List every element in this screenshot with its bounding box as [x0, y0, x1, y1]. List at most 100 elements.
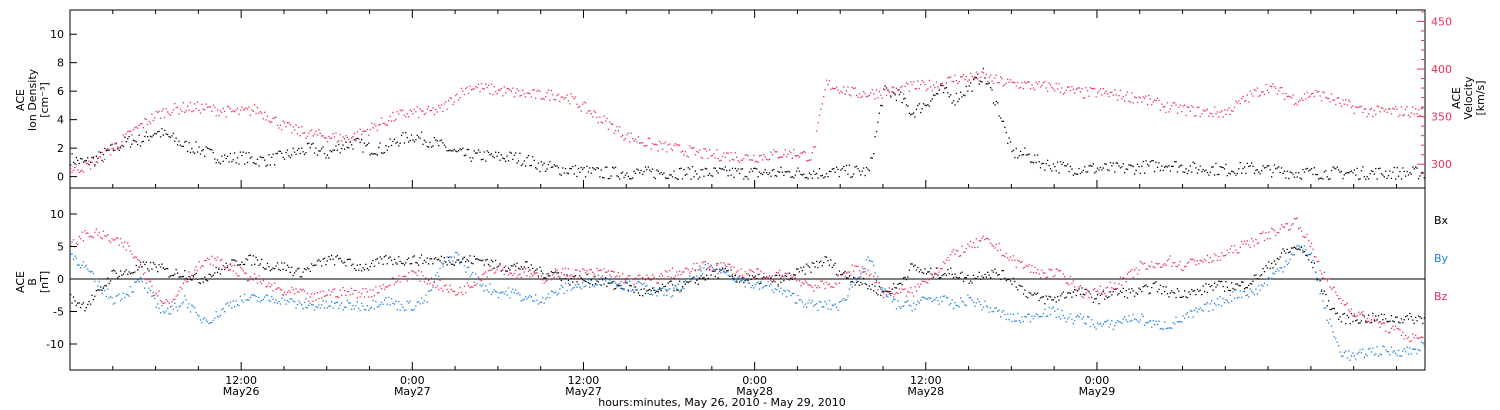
- velocity-series-point: [403, 114, 406, 116]
- bz-series-point: [161, 301, 163, 303]
- density-series-point: [502, 157, 504, 159]
- velocity-series-point: [268, 120, 270, 122]
- by-series-point: [1382, 345, 1384, 347]
- bz-series-point: [108, 240, 110, 242]
- by-series-point: [582, 282, 584, 284]
- bz-series-point: [211, 255, 213, 257]
- by-series-point: [402, 306, 404, 308]
- bx-series-point: [338, 258, 340, 260]
- by-series-point: [786, 296, 788, 298]
- velocity-series-point: [874, 98, 876, 100]
- by-series-point: [341, 302, 343, 304]
- by-series-point: [272, 298, 274, 300]
- by-series-point: [810, 302, 812, 304]
- velocity-series-point: [512, 87, 514, 89]
- bx-series-point: [1410, 315, 1412, 318]
- bx-series-point: [1228, 289, 1230, 291]
- density-series-point: [667, 177, 669, 179]
- velocity-series-point: [972, 77, 975, 79]
- velocity-series-point: [301, 126, 303, 128]
- density-series-point: [272, 153, 274, 155]
- bx-series-point: [198, 282, 200, 284]
- density-series-point: [864, 174, 866, 177]
- velocity-series-point: [863, 91, 865, 93]
- velocity-series-point: [137, 127, 139, 129]
- bz-series-point: [994, 247, 996, 249]
- bz-series-point: [853, 270, 855, 272]
- bz-series-point: [1146, 268, 1149, 270]
- bx-series-point: [455, 261, 457, 264]
- by-series-point: [868, 259, 870, 262]
- bz-series-point: [1268, 231, 1270, 233]
- bx-series-point: [854, 284, 856, 286]
- velocity-series-point: [888, 91, 890, 93]
- velocity-series-point: [1148, 94, 1150, 97]
- bz-series-point: [978, 240, 980, 242]
- density-series-point: [767, 173, 769, 176]
- bx-series-point: [325, 264, 327, 266]
- bx-series-point: [743, 281, 745, 284]
- bx-series-point: [540, 270, 542, 272]
- velocity-series-point: [806, 160, 808, 162]
- by-series-point: [910, 305, 912, 307]
- velocity-series-point: [465, 87, 467, 90]
- by-series-point: [860, 276, 862, 278]
- density-series-point: [991, 89, 993, 91]
- bx-series-point: [196, 278, 199, 280]
- legend-bx: Bx: [1434, 214, 1449, 227]
- by-series-point: [419, 303, 421, 305]
- bz-series-point: [928, 279, 930, 281]
- bz-series-point: [1209, 257, 1211, 259]
- bz-series-point: [753, 271, 755, 273]
- bx-series-point: [881, 291, 883, 293]
- velocity-series-point: [948, 76, 950, 79]
- bx-series-point: [811, 262, 813, 264]
- velocity-series-point: [1420, 107, 1422, 110]
- bx-series-point: [834, 262, 836, 265]
- density-series-point: [386, 149, 388, 151]
- density-series-point: [632, 177, 634, 179]
- bz-series-point: [681, 271, 684, 273]
- bz-series-point: [1263, 239, 1266, 242]
- velocity-series-point: [978, 80, 980, 82]
- bx-series-point: [255, 256, 257, 258]
- velocity-series-point: [336, 141, 338, 143]
- density-series-point: [787, 170, 789, 172]
- density-series-point: [492, 155, 494, 157]
- bz-series-point: [833, 286, 835, 289]
- velocity-series-point: [1263, 93, 1266, 96]
- by-series-point: [691, 277, 694, 279]
- by-series-point: [537, 303, 540, 305]
- density-series-point: [709, 172, 711, 175]
- bx-series-point: [129, 272, 132, 275]
- bz-series-point: [847, 271, 849, 273]
- by-series-point: [942, 295, 945, 297]
- by-series-point: [415, 305, 417, 307]
- velocity-series-point: [1363, 108, 1365, 110]
- bx-series-point: [187, 278, 189, 281]
- bz-series-point: [489, 269, 491, 271]
- bx-series-point: [1405, 316, 1407, 318]
- velocity-series-point: [880, 94, 882, 96]
- bz-series-point: [626, 277, 628, 279]
- bz-series-point: [640, 278, 642, 280]
- bx-series-point: [1329, 308, 1331, 311]
- by-series-point: [265, 294, 267, 296]
- velocity-series-point: [275, 116, 277, 118]
- density-series-point: [533, 159, 535, 162]
- velocity-series-point: [673, 144, 675, 147]
- bx-series-point: [706, 274, 708, 276]
- bx-series-point: [376, 257, 378, 260]
- by-series-point: [252, 294, 254, 296]
- bx-series-point: [803, 266, 805, 268]
- density-series-point: [651, 168, 654, 170]
- by-series-point: [161, 304, 163, 307]
- by-series-point: [188, 303, 190, 305]
- by-series-point: [1219, 296, 1221, 298]
- density-series-point: [482, 158, 484, 160]
- bx-series-point: [178, 276, 180, 278]
- bz-series-point: [446, 288, 448, 291]
- by-series-point: [757, 281, 759, 283]
- by-series: [70, 245, 1425, 361]
- bz-series-point: [242, 270, 244, 272]
